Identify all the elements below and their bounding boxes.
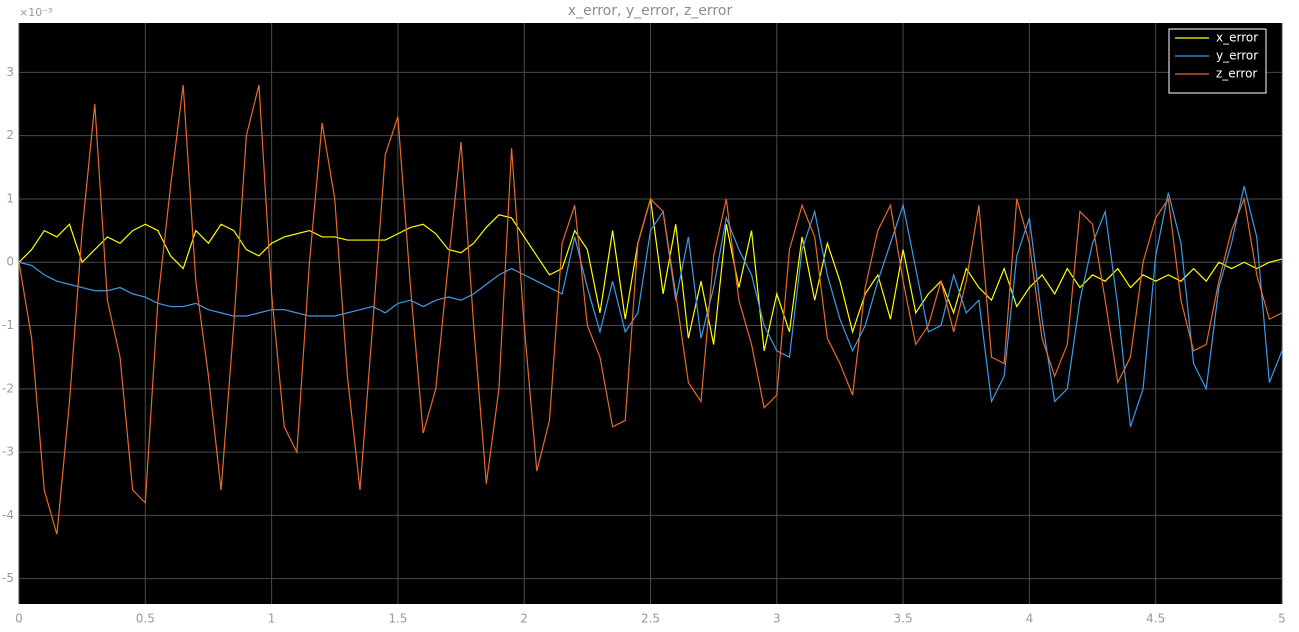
series-line [18, 186, 1283, 427]
x-tick-label: 0.5 [136, 612, 155, 626]
y-tick-label: -2 [2, 381, 14, 395]
legend-box [1168, 28, 1267, 94]
chart-title: x_error, y_error, z_error [568, 3, 733, 19]
y-tick-label: 1 [6, 191, 14, 205]
x-tick-label: 5 [1278, 612, 1286, 626]
x-tick-label: 1.5 [388, 612, 407, 626]
y-tick-label: -4 [2, 508, 14, 522]
grid [18, 23, 1283, 604]
y-tick-label: -5 [2, 571, 14, 585]
x-tick-label: 4 [1026, 612, 1034, 626]
x-tick-label: 3.5 [894, 612, 913, 626]
series-line [18, 84, 1283, 535]
legend-label: x_error [1216, 31, 1258, 45]
x-tick-label: 0 [15, 612, 23, 626]
x-tick-label: 2.5 [641, 612, 660, 626]
y-tick-label: 0 [6, 255, 14, 269]
x-tick-label: 4.5 [1146, 612, 1165, 626]
legend: x_error y_error z_error [1168, 28, 1267, 94]
x-tick-label: 3 [773, 612, 781, 626]
lines [18, 84, 1283, 535]
x-tick-label: 1 [268, 612, 276, 626]
y-tick-label: -1 [2, 318, 14, 332]
y-tick-label: 3 [6, 65, 14, 79]
x-tick-label: 2 [520, 612, 528, 626]
y-multiplier: ×10⁻³ [19, 6, 52, 19]
y-tick-label: 2 [6, 128, 14, 142]
y-tick-label: -3 [2, 445, 14, 459]
legend-label: z_error [1216, 67, 1257, 81]
legend-label: y_error [1216, 49, 1258, 63]
